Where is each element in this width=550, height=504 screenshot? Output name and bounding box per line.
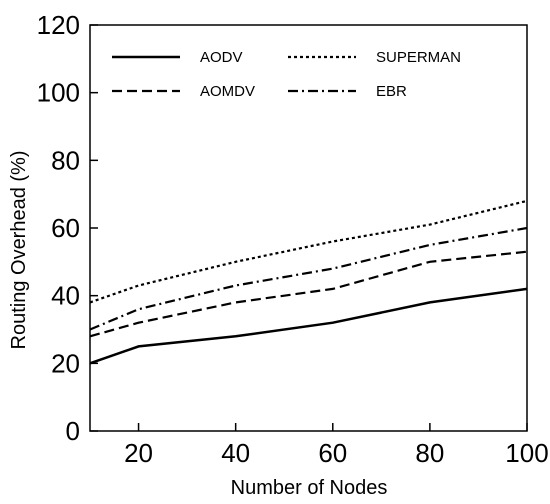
series-line-ebr [89,226,528,331]
y-axis-title: Routing Overhead (%) [8,151,30,350]
x-tick-label: 100 [505,438,548,468]
y-tick-label: 0 [66,416,80,446]
legend-label-aodv: AODV [200,49,243,66]
x-axis-title: Number of Nodes [231,477,388,499]
legend-label-aomdv: AOMDV [200,83,255,100]
legend: AODV SUPERMAN AOMDV EBR [112,49,461,100]
y-tick-label: 80 [51,145,80,175]
axes-layer: 0 20 40 60 80 100 120 20 40 60 80 100 [37,10,549,468]
plot-area [89,24,528,432]
series-layer [89,199,528,365]
y-tick-label: 60 [51,213,80,243]
series-line-aomdv [89,250,528,338]
series-line-superman [89,199,528,304]
legend-label-superman: SUPERMAN [376,49,461,66]
x-tick-label: 60 [318,438,347,468]
x-tick-label: 20 [124,438,153,468]
plot-frame [89,24,528,432]
legend-label-ebr: EBR [376,83,407,100]
series-line-aodv [89,287,528,365]
x-tick-label: 40 [221,438,250,468]
y-tick-label: 20 [51,348,80,378]
y-tick-label: 40 [51,281,80,311]
y-tick-label: 120 [37,10,80,40]
x-tick-label: 80 [415,438,444,468]
y-tick-label: 100 [37,78,80,108]
